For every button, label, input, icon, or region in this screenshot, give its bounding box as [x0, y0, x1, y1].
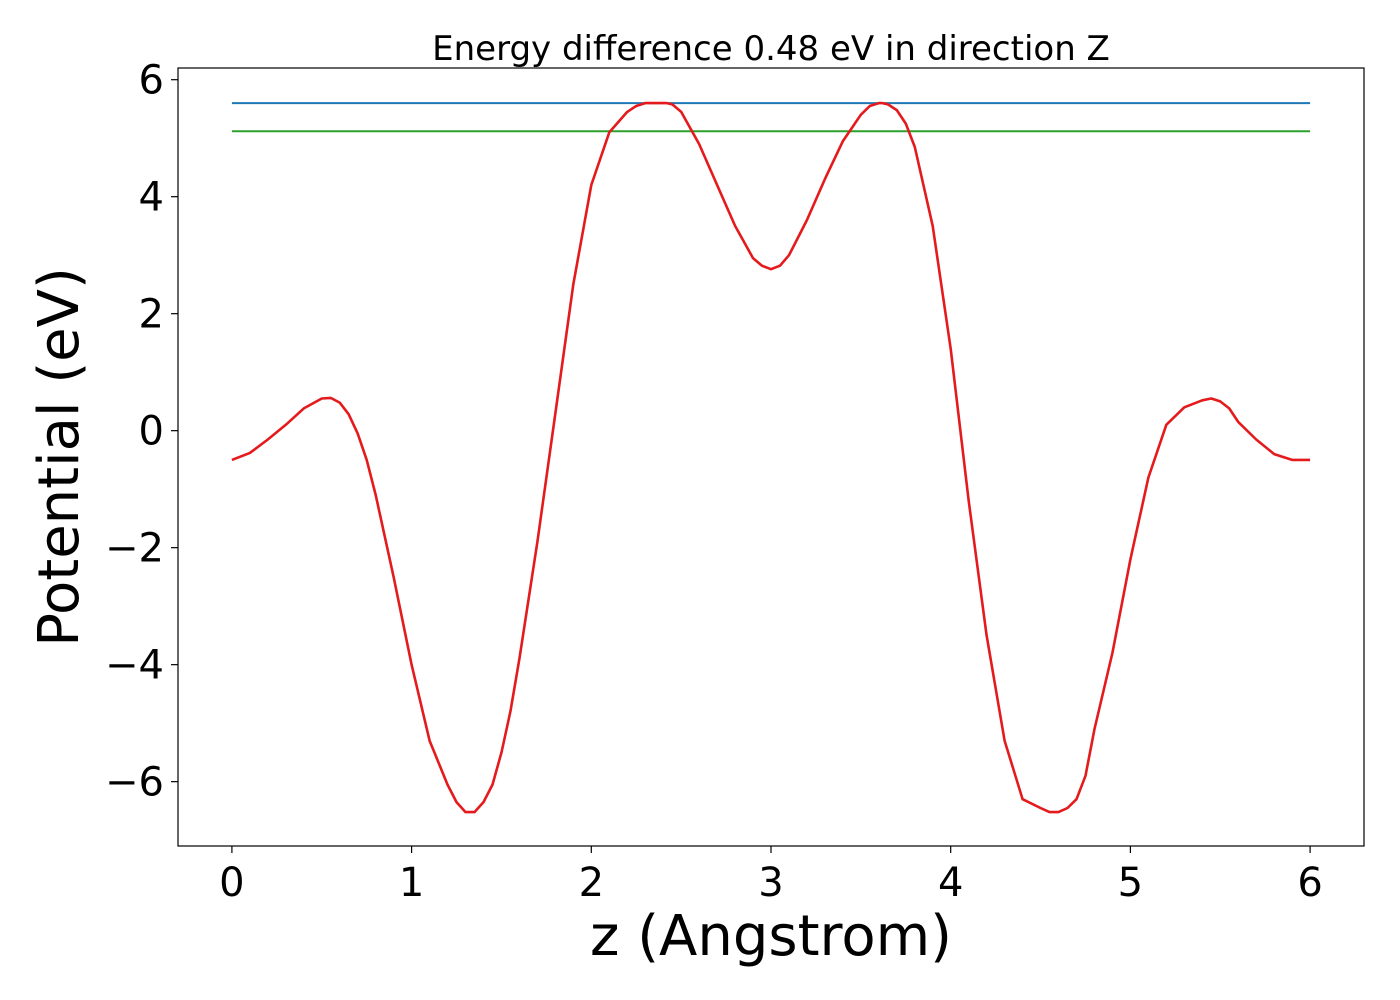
x-tick-label: 2 [579, 860, 604, 906]
y-tick-label: 2 [139, 292, 164, 338]
y-axis: −6 −4 −2 0 2 4 6 [105, 58, 178, 806]
y-tick-label: 4 [139, 175, 164, 221]
series-layer [231, 101, 1311, 814]
chart-title: Energy difference 0.48 eV in direction Z [432, 29, 1110, 69]
plot-frame [177, 67, 1365, 847]
y-tick-label: −4 [105, 643, 164, 689]
y-axis-label: Potential (eV) [27, 267, 92, 647]
y-tick-label: −6 [105, 760, 164, 806]
x-tick-label: 1 [399, 860, 424, 906]
x-tick-label: 5 [1118, 860, 1143, 906]
x-tick-label: 3 [758, 860, 783, 906]
x-tick-label: 6 [1297, 860, 1322, 906]
y-tick-label: 0 [139, 409, 164, 455]
x-axis: 0 1 2 3 4 5 6 [219, 846, 1323, 906]
series-line-3 [231, 101, 1311, 814]
x-axis-label: z (Angstrom) [590, 904, 952, 969]
y-tick-label: −2 [105, 526, 164, 572]
x-tick-label: 4 [938, 860, 963, 906]
x-tick-label: 0 [219, 860, 244, 906]
y-tick-label: 6 [139, 58, 164, 104]
